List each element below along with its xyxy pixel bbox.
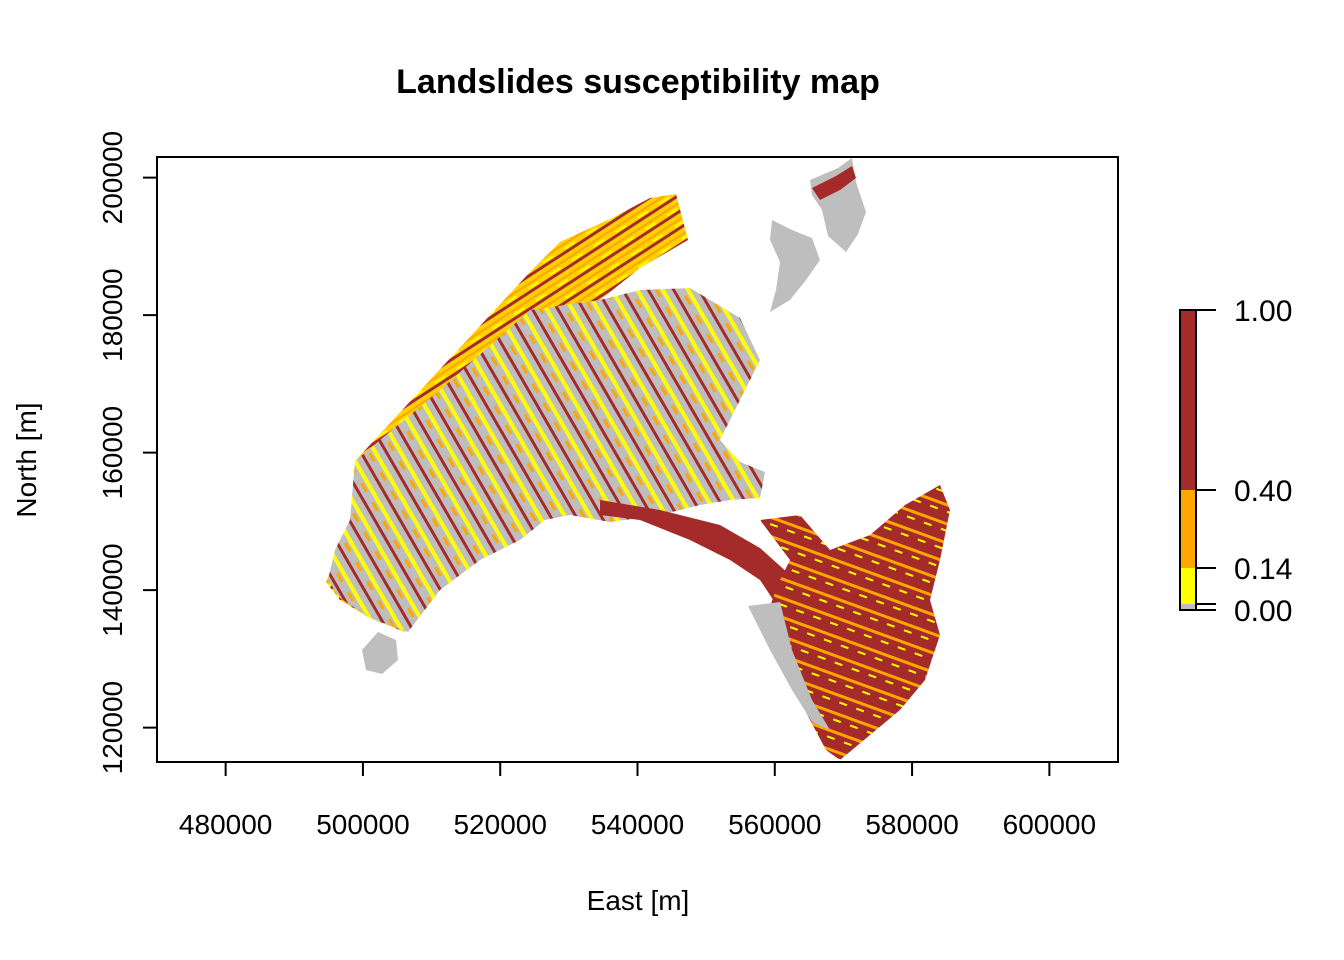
- x-axis-label: East [m]: [587, 885, 690, 916]
- legend-frame: [1179, 309, 1197, 611]
- y-tick-label: 200000: [97, 131, 128, 224]
- legend-label: 1.00: [1234, 295, 1292, 328]
- x-tick-label: 480000: [179, 809, 272, 840]
- legend-label: 0.14: [1234, 553, 1292, 586]
- x-axis: 480000 500000 520000 540000 560000 580000 6000…: [179, 761, 1096, 840]
- x-tick-label: 580000: [865, 809, 958, 840]
- y-tick-label: 180000: [97, 268, 128, 361]
- raster-region-alps-low: [748, 602, 830, 730]
- susceptibility-raster: [326, 158, 950, 760]
- y-axis-label: North [m]: [11, 402, 42, 517]
- raster-region-avenches-ridge: [812, 166, 856, 200]
- legend-swatch: [1180, 568, 1196, 604]
- legend-swatch: [1180, 310, 1196, 490]
- legend-swatch: [1180, 604, 1196, 610]
- x-tick-label: 600000: [1003, 809, 1096, 840]
- raster-region-plateau: [328, 288, 765, 632]
- legend-label: 0.40: [1234, 475, 1292, 508]
- y-axis: 120000 140000 160000 180000 200000: [97, 131, 158, 774]
- y-tick-label: 160000: [97, 406, 128, 499]
- raster-region-northeast: [770, 220, 820, 312]
- legend-swatch: [1180, 490, 1196, 568]
- legend-label: 0.00: [1234, 595, 1292, 628]
- raster-region-lavaux: [600, 500, 800, 610]
- y-tick-label: 140000: [97, 543, 128, 636]
- legend: 1.00 0.40 0.14 0.00: [1179, 295, 1292, 628]
- map-title: Landslides susceptibility map: [396, 63, 880, 101]
- raster-region-alps: [760, 485, 950, 760]
- raster-region-southwest: [362, 632, 398, 674]
- y-tick-label: 120000: [97, 681, 128, 774]
- x-tick-label: 500000: [316, 809, 409, 840]
- x-tick-label: 540000: [591, 809, 684, 840]
- x-tick-label: 520000: [453, 809, 546, 840]
- raster-region-avenches: [810, 158, 866, 252]
- x-tick-label: 560000: [728, 809, 821, 840]
